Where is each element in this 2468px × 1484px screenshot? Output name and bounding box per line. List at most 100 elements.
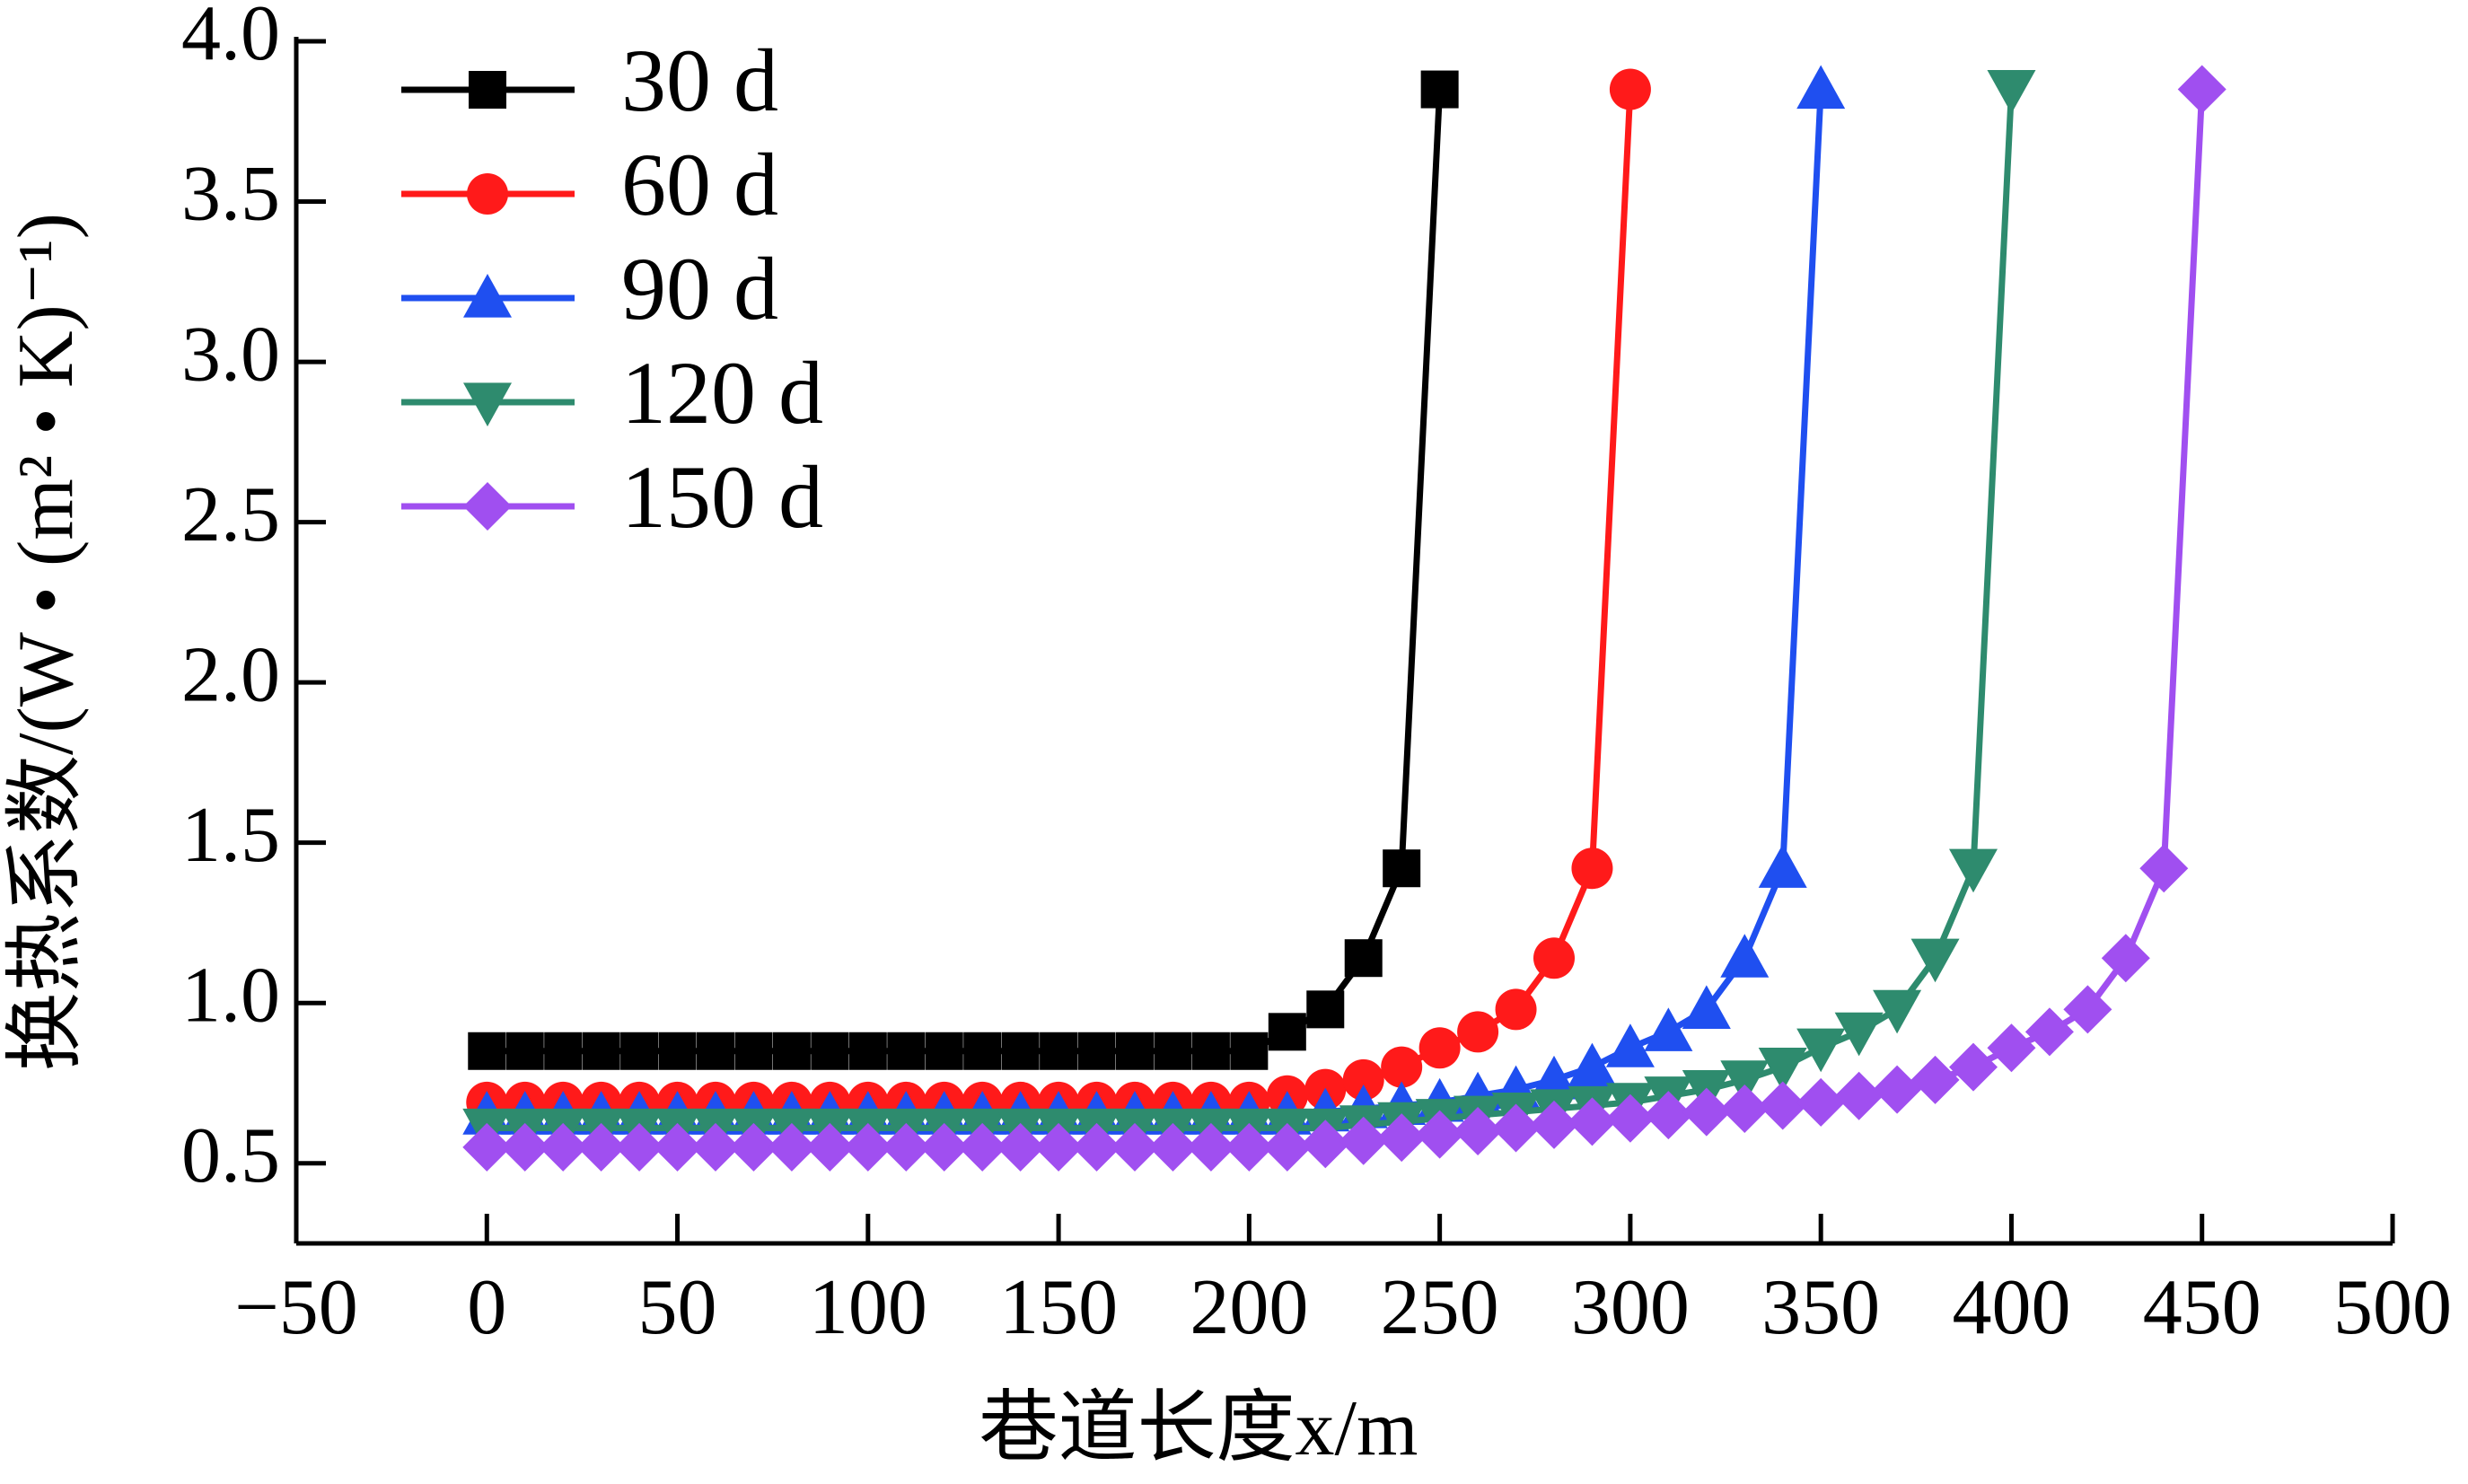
marker — [1495, 988, 1537, 1031]
marker — [544, 1032, 583, 1070]
y-tick-label: 1.0 — [181, 952, 280, 1039]
marker — [653, 1122, 702, 1172]
marker — [772, 1032, 811, 1070]
marker — [463, 382, 512, 426]
marker — [805, 1122, 855, 1172]
y-tick-label: 4.0 — [181, 0, 280, 77]
x-tick-label: 400 — [1952, 1264, 2070, 1351]
marker — [1758, 844, 1807, 888]
marker — [1796, 1077, 1846, 1127]
y-tick-label: 2.5 — [181, 471, 280, 558]
marker — [1644, 1007, 1693, 1051]
marker — [1644, 1091, 1693, 1140]
marker — [1186, 1122, 1235, 1172]
x-tick-label: 350 — [1761, 1264, 1880, 1351]
marker — [1720, 1060, 1770, 1104]
marker — [620, 1032, 659, 1070]
marker — [1339, 1116, 1388, 1165]
marker — [1530, 1055, 1578, 1100]
marker — [1571, 847, 1613, 890]
marker — [463, 274, 512, 318]
marker — [1834, 1012, 1884, 1057]
marker — [848, 1032, 887, 1070]
marker — [1191, 1032, 1230, 1070]
marker — [500, 1122, 549, 1172]
marker — [1111, 1122, 1159, 1172]
marker — [1077, 1032, 1116, 1070]
marker — [1268, 1013, 1306, 1051]
marker — [963, 1032, 1002, 1070]
x-tick-label: 500 — [2333, 1264, 2452, 1351]
marker — [734, 1032, 773, 1070]
marker — [1873, 1065, 1922, 1114]
marker — [1796, 65, 1846, 110]
y-tick-label: 0.5 — [181, 1112, 280, 1199]
marker — [1605, 1093, 1655, 1143]
marker — [2024, 1007, 2074, 1057]
marker — [1225, 1122, 1274, 1172]
marker — [2101, 934, 2150, 983]
marker — [505, 1032, 544, 1070]
marker — [697, 1032, 734, 1070]
marker — [1987, 1023, 2036, 1073]
marker — [843, 1122, 892, 1172]
marker — [1758, 1081, 1807, 1130]
marker — [1457, 1011, 1499, 1053]
marker — [1420, 70, 1459, 109]
marker — [1154, 1032, 1192, 1070]
marker — [1491, 1103, 1541, 1153]
marker — [1605, 1023, 1655, 1067]
marker — [1682, 1087, 1731, 1137]
marker — [1072, 1122, 1121, 1172]
marker — [1568, 1042, 1617, 1087]
marker — [1040, 1032, 1078, 1070]
marker — [1533, 937, 1575, 979]
legend-label: 90 d — [621, 239, 778, 338]
marker — [1720, 934, 1770, 978]
marker — [1834, 1071, 1884, 1120]
y-tick-label: 1.5 — [181, 792, 280, 879]
x-axis-label: 巷道长度x/m — [979, 1385, 1418, 1472]
marker — [2177, 65, 2226, 114]
marker — [1301, 1120, 1350, 1169]
x-tick-label: 250 — [1381, 1264, 1499, 1351]
marker — [882, 1122, 931, 1172]
y-axis-label: 换热系数/(W • (m² • K)⁻¹) — [3, 213, 90, 1071]
marker — [1758, 1048, 1807, 1092]
x-tick-label: 50 — [638, 1264, 717, 1351]
marker — [467, 173, 508, 215]
marker — [1873, 989, 1922, 1034]
marker — [463, 482, 512, 531]
marker — [1001, 1032, 1040, 1070]
marker — [539, 1122, 588, 1172]
marker — [811, 1032, 849, 1070]
marker — [1796, 1028, 1846, 1073]
marker — [1568, 1097, 1617, 1146]
marker — [1987, 69, 2036, 114]
marker — [1344, 939, 1383, 978]
x-tick-label: 300 — [1571, 1264, 1690, 1351]
marker — [1418, 1027, 1461, 1069]
marker — [1609, 68, 1651, 110]
marker — [1949, 848, 1998, 893]
marker — [767, 1122, 816, 1172]
x-tick-label: 450 — [2143, 1264, 2262, 1351]
marker — [1682, 985, 1731, 1029]
marker — [1116, 1032, 1154, 1070]
marker — [469, 71, 506, 109]
marker — [996, 1122, 1045, 1172]
marker — [1454, 1107, 1503, 1156]
x-tick-label: 100 — [809, 1264, 927, 1351]
marker — [1306, 990, 1345, 1029]
legend-label: 60 d — [621, 135, 778, 234]
marker — [1910, 1055, 1960, 1104]
marker — [1949, 1042, 1998, 1092]
marker — [887, 1032, 926, 1070]
marker — [1148, 1122, 1198, 1172]
x-tick-label: 0 — [467, 1264, 506, 1351]
x-tick-label: 150 — [999, 1264, 1118, 1351]
marker — [468, 1032, 506, 1070]
marker — [1720, 1084, 1770, 1134]
legend-label: 120 d — [621, 343, 823, 443]
legend-label: 150 d — [621, 447, 823, 547]
